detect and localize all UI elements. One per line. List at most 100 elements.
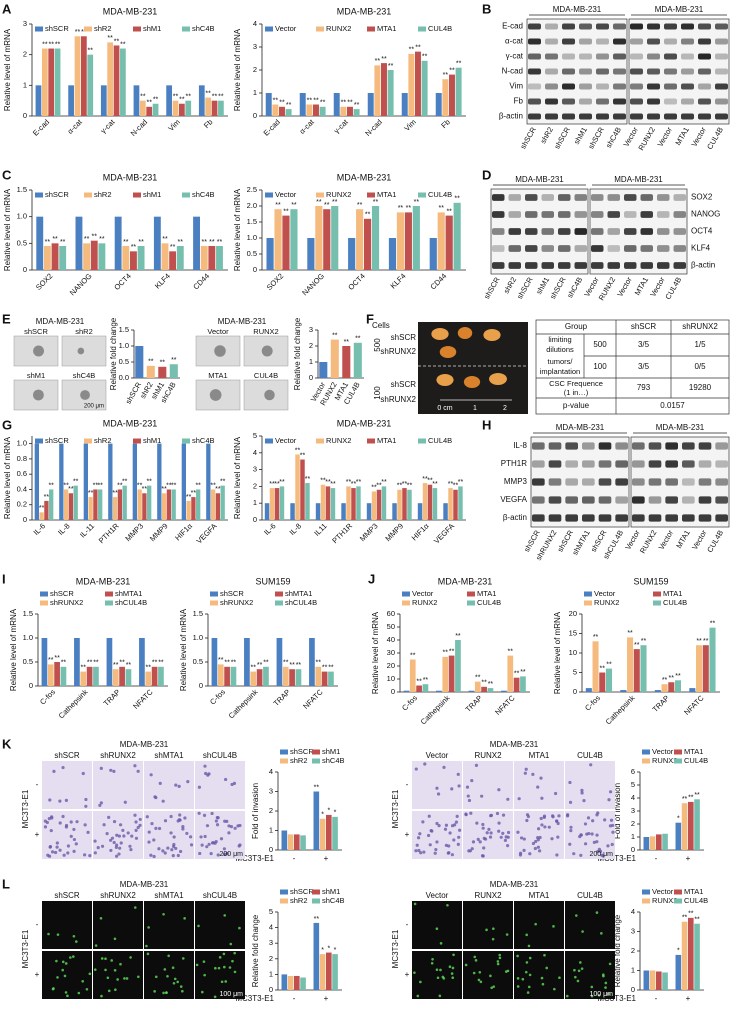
fluorescent-cell xyxy=(77,991,81,995)
bar xyxy=(287,975,294,990)
invaded-cell xyxy=(606,844,610,848)
invaded-cell xyxy=(112,769,116,774)
table-header: Group xyxy=(565,322,588,331)
invaded-cell xyxy=(229,825,234,829)
blot-band xyxy=(598,460,612,468)
x-tick-label: MMP3 xyxy=(358,521,380,543)
bar xyxy=(43,246,51,270)
x-tick-label: + xyxy=(686,854,691,863)
bar xyxy=(305,483,310,520)
bar xyxy=(98,489,103,520)
fluorescent-cell xyxy=(63,974,67,978)
blot-row-label: MMP3 xyxy=(504,477,528,486)
micrograph-title: MDA-MB-231 xyxy=(490,880,539,889)
bar xyxy=(272,104,279,116)
x-tick-label: NANOG xyxy=(68,271,94,297)
blot-band xyxy=(582,460,595,468)
significance-label: ** xyxy=(166,482,172,489)
invaded-cell xyxy=(219,837,224,841)
significance-label: ** xyxy=(416,678,422,685)
invaded-cell xyxy=(158,781,162,786)
fluorescent-cell xyxy=(146,952,150,956)
significance-label: * xyxy=(334,810,337,817)
y-tick-label: 1.5 xyxy=(119,325,129,334)
fluorescent-cell xyxy=(498,953,501,957)
blot-band xyxy=(582,478,595,486)
bar xyxy=(392,503,397,520)
y-tick-label: 0 xyxy=(269,845,273,854)
invaded-cell xyxy=(48,844,53,849)
significance-label: ** xyxy=(263,660,269,667)
invaded-cell xyxy=(475,821,479,825)
x-tick-label: IL-6 xyxy=(32,521,48,537)
blot-band xyxy=(508,228,521,235)
significance-label: ** xyxy=(55,41,61,48)
fluorescent-cell xyxy=(464,963,468,967)
x-tick-label: VEGFA xyxy=(432,521,456,545)
table-cell: 500 xyxy=(593,340,607,349)
significance-label: ** xyxy=(257,662,263,669)
blot-band xyxy=(579,38,592,45)
invaded-cell xyxy=(84,804,88,808)
table-cell: limiting xyxy=(548,335,571,344)
bar xyxy=(256,669,263,686)
bar xyxy=(443,503,448,520)
bar xyxy=(319,106,326,116)
bar xyxy=(147,485,152,520)
legend-swatch xyxy=(133,438,141,444)
fluorescent-cell xyxy=(137,975,140,979)
legend-label: Vector xyxy=(652,887,674,896)
invaded-cell xyxy=(611,823,615,828)
invaded-cell xyxy=(112,840,116,845)
invaded-cell xyxy=(435,786,439,790)
x-tick-label: Cathepsink xyxy=(227,687,260,720)
blot-band xyxy=(715,53,728,60)
legend-swatch xyxy=(316,26,324,32)
legend-swatch xyxy=(367,192,375,198)
invaded-cell xyxy=(480,794,484,798)
y-tick-label: 0 xyxy=(631,845,635,854)
blot-band xyxy=(565,496,578,504)
invaded-cell xyxy=(130,834,134,838)
legend-label: CUL4B xyxy=(428,24,452,33)
invaded-cell xyxy=(580,791,584,795)
legend-swatch xyxy=(467,600,475,606)
fluorescent-cell xyxy=(526,991,530,994)
bar xyxy=(88,497,93,520)
blot-band xyxy=(596,38,609,45)
y-tick-label: 0 xyxy=(23,265,27,274)
significance-label: ** xyxy=(438,205,444,212)
table-cell: dilutions xyxy=(546,345,574,354)
fluorescent-cell xyxy=(104,968,107,972)
y-axis-label: Relative level of mRNA xyxy=(9,608,18,691)
blot-band xyxy=(698,514,712,522)
bar xyxy=(656,834,662,850)
blot-band xyxy=(591,228,604,235)
invaded-cell xyxy=(207,842,211,846)
invaded-cell xyxy=(506,830,511,835)
group-label: shRUNX2 xyxy=(380,347,416,356)
x-tick-label: TRAP xyxy=(102,687,123,708)
significance-label: * xyxy=(327,808,330,815)
blot-band xyxy=(613,38,626,45)
micrograph-label: MTA1 xyxy=(208,371,227,380)
invaded-cell xyxy=(72,827,76,832)
legend-label: shM1 xyxy=(143,24,161,33)
fluorescent-cell xyxy=(166,974,169,978)
invaded-cell xyxy=(119,823,123,827)
fluorescent-cell xyxy=(448,965,452,968)
invaded-cell xyxy=(222,852,227,856)
legend-label: shRUNX2 xyxy=(220,598,253,607)
invaded-cell xyxy=(69,834,73,838)
invaded-cell xyxy=(48,798,52,802)
legend-swatch xyxy=(265,192,273,198)
bar xyxy=(702,645,709,692)
bar xyxy=(230,666,237,686)
bar xyxy=(68,85,74,116)
bar xyxy=(171,489,176,520)
panel-letter: I xyxy=(2,571,6,586)
blot-band xyxy=(541,228,554,235)
blot-lane-label: shC4B xyxy=(604,125,623,149)
significance-label: ** xyxy=(381,479,387,486)
bar xyxy=(266,238,274,270)
